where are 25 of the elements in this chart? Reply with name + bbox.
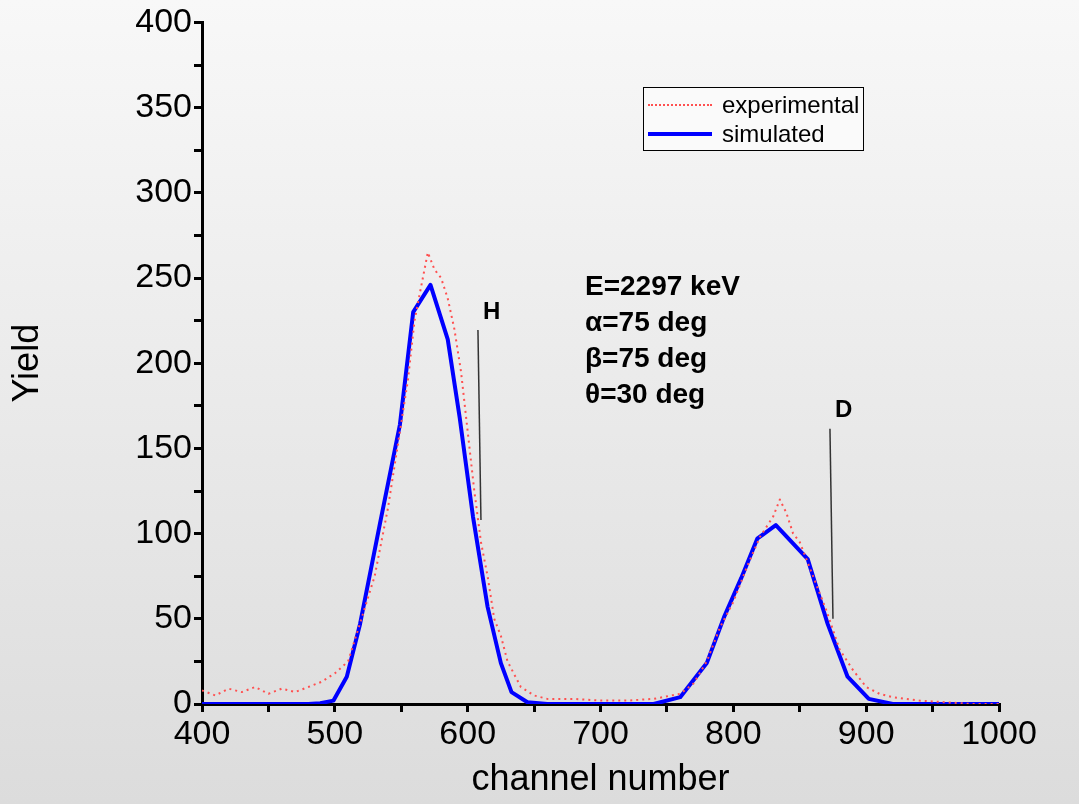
x-tick-label: 800 xyxy=(704,712,762,751)
x-tick-label: 1000 xyxy=(961,712,1037,751)
annotation: E=2297 keV xyxy=(585,269,740,303)
annotation: θ=30 deg xyxy=(585,377,707,411)
x-tick-label: 900 xyxy=(837,712,895,751)
legend-label: simulated xyxy=(722,119,825,148)
y-tick-label: 200 xyxy=(135,341,192,380)
y-tick-label: 250 xyxy=(135,256,192,295)
y-tick-label: 0 xyxy=(173,682,192,721)
annotation: α=75 deg xyxy=(585,305,709,339)
y-tick-label: 150 xyxy=(135,426,192,465)
annotation: D xyxy=(834,395,853,423)
y-tick-label: 350 xyxy=(135,85,192,124)
annotation: β=75 deg xyxy=(585,341,709,375)
y-tick-label: 300 xyxy=(135,171,192,210)
x-tick-label: 600 xyxy=(439,712,497,751)
legend-label: experimental xyxy=(722,90,860,119)
annotation: H xyxy=(482,296,501,324)
x-tick-label: 700 xyxy=(572,712,629,751)
y-tick-label: 100 xyxy=(135,511,192,550)
x-tick-label: 500 xyxy=(306,712,364,751)
x-axis-title: channel number xyxy=(471,757,730,799)
y-axis-title: Yield xyxy=(4,323,46,403)
y-tick-label: 400 xyxy=(135,0,192,39)
y-tick-label: 50 xyxy=(154,597,192,636)
